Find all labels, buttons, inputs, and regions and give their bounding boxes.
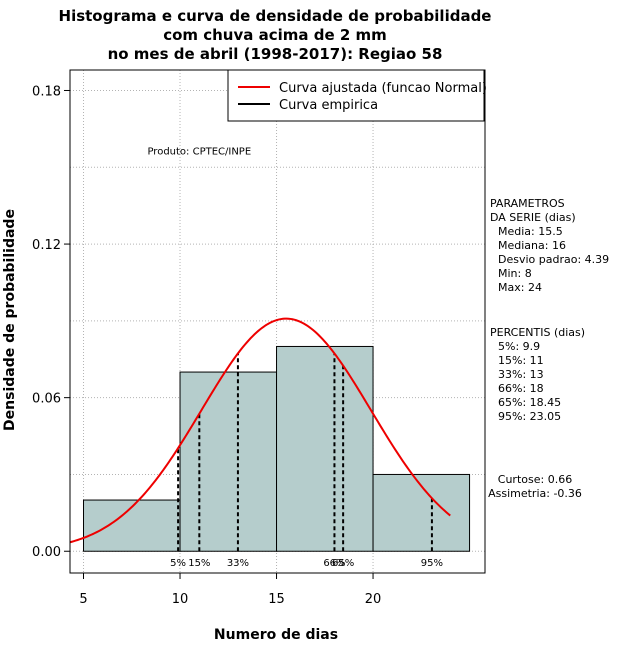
assimetria: Assimetria: -0.36 <box>488 487 582 500</box>
histogram-bar-2 <box>276 345 374 552</box>
percentile-labels: 5% 15% 33% 66%65% 95% <box>170 558 443 569</box>
param-mediana: Mediana: 16 <box>498 239 566 252</box>
x-tick-label-1: 10 <box>172 592 189 607</box>
chart-title-line-2: com chuva acima de 2 mm <box>163 26 387 44</box>
y-tick-label-1: 0.06 <box>32 392 61 407</box>
chart-title: Histograma e curva de densidade de proba… <box>59 7 492 63</box>
percentil-33: 33%: 13 <box>498 368 544 381</box>
y-axis: 0.00 0.06 0.12 0.18 <box>32 84 70 560</box>
percentile-label-0: 5% <box>170 558 186 569</box>
curtose: Curtose: 0.66 <box>498 473 572 486</box>
percentil-15: 15%: 11 <box>498 354 544 367</box>
param-min: Min: 8 <box>498 267 532 280</box>
percentile-label-3: 66% <box>323 558 345 569</box>
x-tick-label-2: 15 <box>268 592 285 607</box>
x-axis: 5 10 15 20 <box>79 573 381 607</box>
normal-curve <box>69 317 451 544</box>
y-tick-label-0: 0.00 <box>32 545 61 560</box>
percentis-title: PERCENTIS (dias) <box>490 326 585 339</box>
legend-label-empirical: Curva empirica <box>279 98 378 113</box>
histogram-bar-1 <box>179 371 278 552</box>
percentil-65: 65%: 18.45 <box>498 396 561 409</box>
legend-label-fitted: Curva ajustada (funcao Normal) <box>279 81 487 96</box>
percentil-66: 66%: 18 <box>498 382 544 395</box>
x-axis-label: Numero de dias <box>214 627 338 643</box>
statistics-panel: PARAMETROS DA SERIE (dias) Media: 15.5 M… <box>488 197 609 500</box>
x-tick-label-3: 20 <box>365 592 382 607</box>
y-tick-label-3: 0.18 <box>32 84 61 99</box>
percentile-label-4: 65% <box>332 558 354 569</box>
legend: Curva ajustada (funcao Normal) Curva emp… <box>227 69 487 122</box>
x-tick-label-0: 5 <box>79 592 87 607</box>
legend-box <box>227 69 485 122</box>
y-tick-label-2: 0.12 <box>32 238 61 253</box>
percentile-lines <box>177 353 433 552</box>
param-desvio: Desvio padrao: 4.39 <box>498 253 609 266</box>
percentile-label-2: 33% <box>227 558 249 569</box>
chart-title-line-3: no mes de abril (1998-2017): Regiao 58 <box>108 45 443 63</box>
percentile-label-1: 15% <box>188 558 210 569</box>
parametros-title-1: PARAMETROS <box>490 197 565 210</box>
percentile-label-5: 95% <box>421 558 443 569</box>
y-axis-label: Densidade de probabilidade <box>2 209 18 431</box>
param-media: Media: 15.5 <box>498 225 563 238</box>
parametros-title-2: DA SERIE (dias) <box>490 211 576 224</box>
percentil-95: 95%: 23.05 <box>498 410 561 423</box>
histogram-bar-0 <box>83 499 181 552</box>
param-max: Max: 24 <box>498 281 542 294</box>
product-annotation: Produto: CPTEC/INPE <box>147 146 251 157</box>
chart-title-line-1: Histograma e curva de densidade de proba… <box>59 7 492 25</box>
histogram-bars <box>83 345 471 552</box>
percentil-5: 5%: 9.9 <box>498 340 540 353</box>
